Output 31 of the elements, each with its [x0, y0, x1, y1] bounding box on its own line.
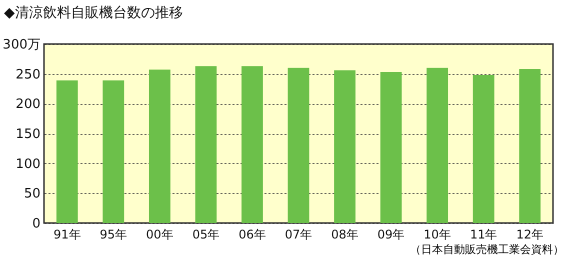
y-tick-label: 50 [24, 186, 40, 202]
bar [472, 75, 494, 223]
x-tick-label: 06年 [238, 228, 266, 242]
chart-title: ◆清涼飲料自販機台数の推移 [4, 5, 183, 21]
x-tick-label: 07年 [284, 228, 312, 242]
bar [380, 72, 402, 223]
bar [334, 70, 356, 223]
x-tick-label: 05年 [192, 228, 220, 242]
bar [519, 69, 541, 223]
x-tick-label: 12年 [516, 228, 544, 242]
x-tick-label: 10年 [424, 228, 451, 242]
x-tick-label: 11年 [470, 228, 498, 242]
y-tick-label: 150 [16, 127, 40, 142]
bar [195, 66, 217, 223]
x-tick-label: 91年 [53, 228, 81, 242]
x-tick-label: 09年 [377, 228, 405, 242]
y-tick-label: 0 [32, 216, 40, 232]
y-tick-label: 200 [16, 97, 40, 112]
x-tick-label: 08年 [331, 228, 358, 242]
bar [288, 68, 310, 223]
x-tick-label: 00年 [146, 228, 174, 242]
bar [426, 68, 448, 223]
bar [242, 66, 263, 223]
bar [56, 80, 78, 223]
y-tick-label: 100 [16, 156, 40, 172]
y-tick-label: 250 [16, 67, 40, 82]
bar [148, 70, 170, 223]
y-tick-label: 300万 [2, 38, 40, 52]
x-tick-label: 95年 [100, 228, 128, 242]
bar [102, 80, 124, 223]
text: （日本自動販売機工業会資料） [410, 242, 564, 257]
